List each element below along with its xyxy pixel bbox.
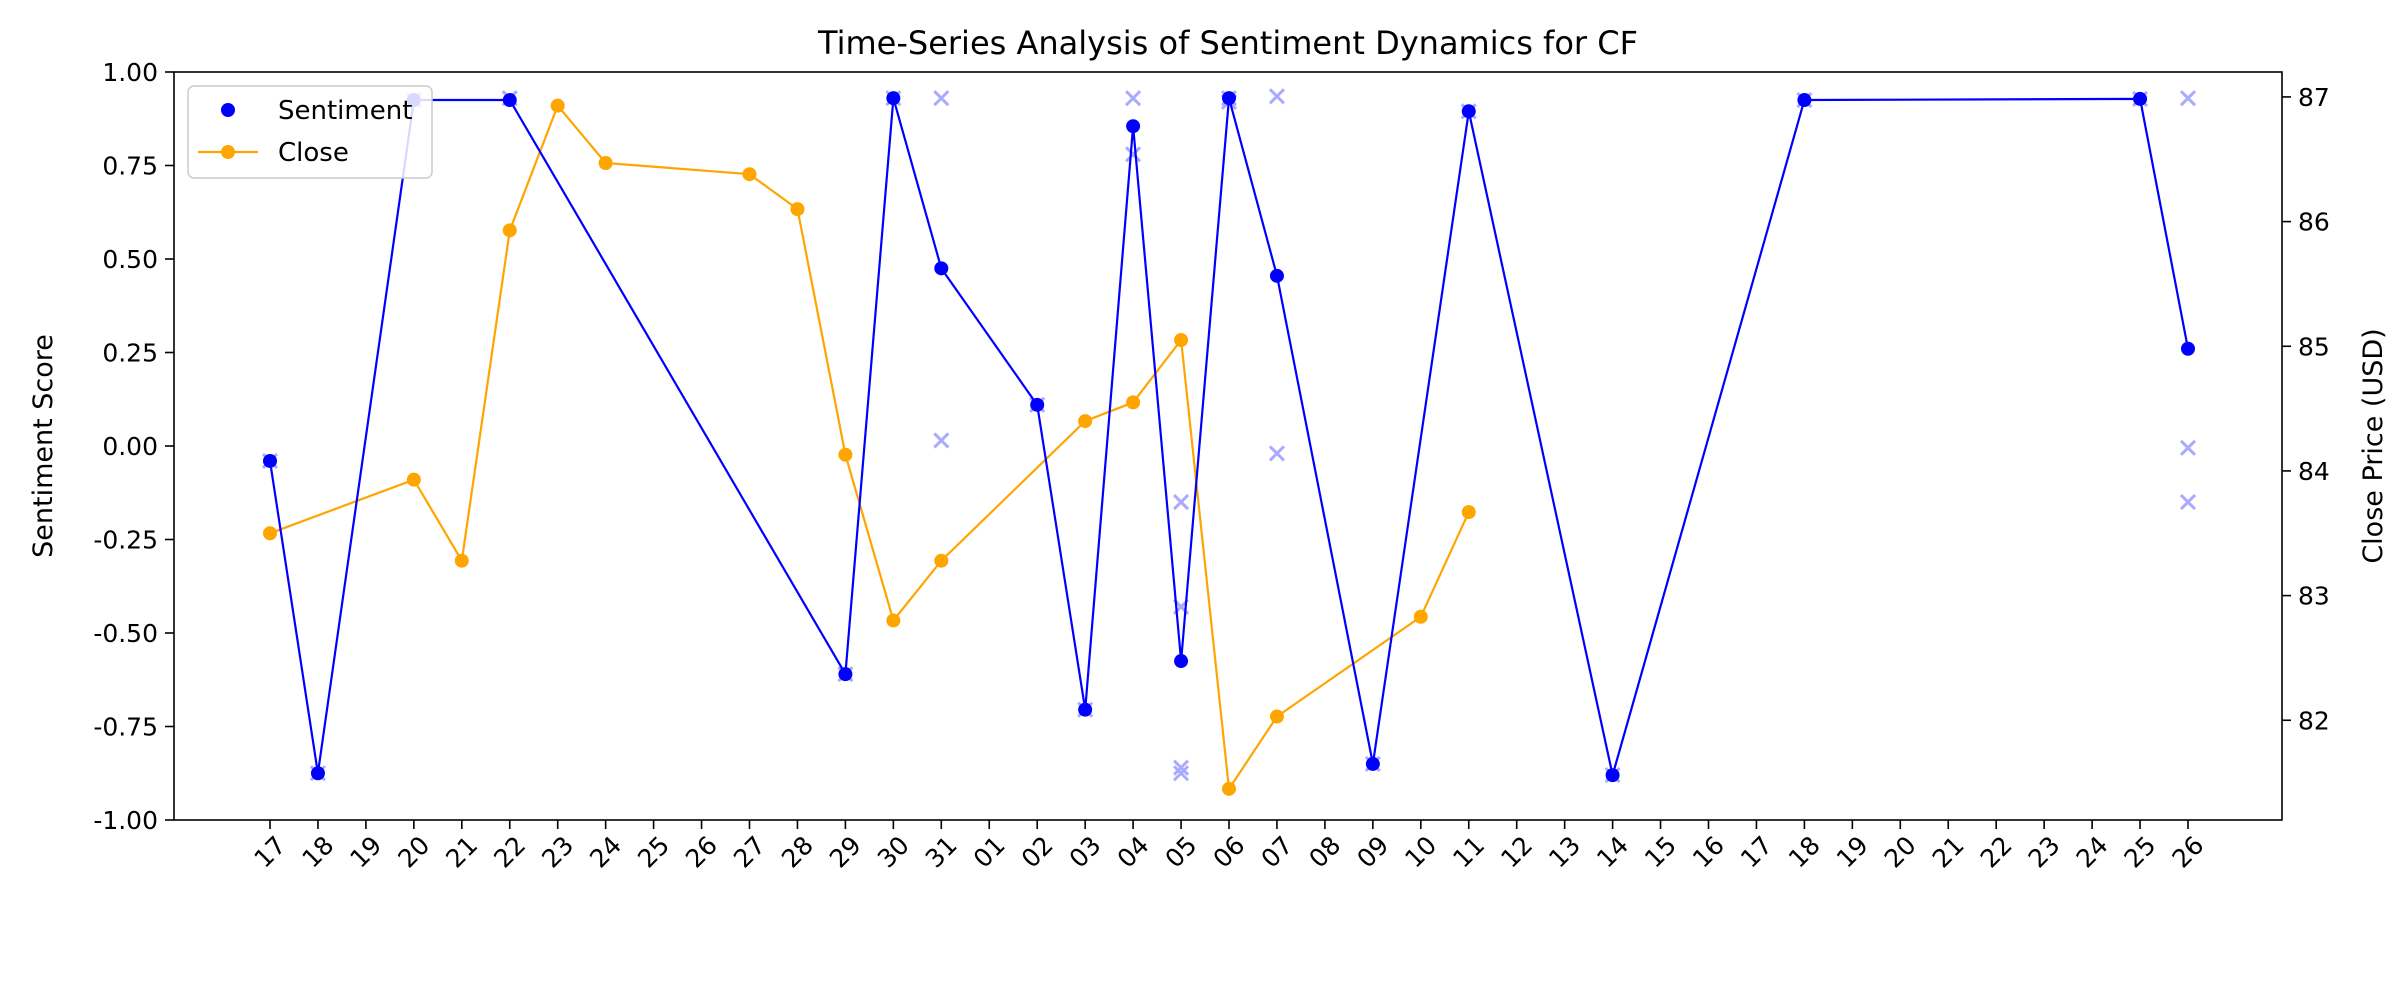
y-tick-label: 0.25 [102, 339, 158, 368]
sentiment-scatter-point [933, 432, 950, 449]
sentiment-point [1365, 756, 1380, 771]
sentiment-point [1605, 768, 1620, 783]
y2-tick-label: 87 [2298, 83, 2330, 112]
close-point [406, 472, 421, 487]
legend-box [187, 85, 433, 179]
legend-close-label: Close [278, 138, 349, 168]
y-tick-label: -1.00 [93, 806, 158, 835]
sentiment-scatter-point [1125, 146, 1142, 163]
scatter-x-stroke [1268, 445, 1286, 462]
close-point [1078, 414, 1093, 429]
legend: Sentiment Close [187, 85, 433, 179]
y-axis-label: Sentiment Score [28, 334, 59, 558]
scatter-x-stroke [1172, 494, 1190, 511]
sentiment-scatter-point [2179, 90, 2197, 107]
y-tick-label: -0.75 [93, 713, 158, 742]
scatter-x-stroke [1125, 146, 1142, 163]
sentiment-scatter-point [1268, 445, 1286, 462]
scatter-x-stroke [1172, 765, 1190, 782]
sentiment-point [1461, 104, 1476, 119]
scatter-x-stroke [1125, 90, 1142, 107]
close-point [263, 526, 277, 541]
sentiment-point [838, 667, 853, 682]
close-point [838, 447, 853, 462]
y2-tick-label: 84 [2298, 457, 2330, 486]
scatter-x-stroke [933, 90, 950, 107]
close-line [269, 103, 1470, 792]
scatter-x-stroke [2179, 439, 2197, 456]
legend-close-marker [221, 145, 235, 159]
close-point [1413, 609, 1428, 624]
sentiment-point [886, 91, 901, 106]
close-point [550, 98, 565, 113]
sentiment-scatter-point [1268, 88, 1286, 105]
close-point [1269, 709, 1284, 724]
sentiment-scatter-point [2179, 439, 2197, 456]
scatter-x-stroke [2179, 90, 2197, 107]
legend-sentiment-label: Sentiment [278, 96, 412, 126]
sentiment-point [310, 766, 325, 781]
close-point [598, 156, 613, 171]
y2-tick-label: 82 [2298, 706, 2330, 735]
sentiment-point [2181, 341, 2195, 356]
close-point [1126, 395, 1141, 410]
sentiment-scatter-point [1172, 759, 1190, 776]
close-point [502, 223, 517, 238]
close-point [934, 553, 949, 568]
y-tick-label: -0.25 [93, 526, 158, 555]
sentiment-point [1078, 702, 1093, 717]
sentiment-scatter-point [1172, 765, 1190, 782]
close-point [1222, 781, 1236, 796]
sentiment-point [1174, 654, 1189, 669]
sentiment-scatter-point [1125, 90, 1142, 107]
sentiment-point [1222, 91, 1236, 106]
scatter-x-stroke [1268, 88, 1286, 105]
scatter-x-stroke [933, 432, 950, 449]
sentiment-scatter-point [1172, 494, 1190, 511]
sentiment-point [1269, 268, 1284, 283]
sentiment-point [1030, 397, 1045, 412]
sentiment-point [934, 261, 949, 276]
y2-tick-label: 85 [2298, 332, 2330, 361]
y-tick-label: -0.50 [93, 619, 158, 648]
sentiment-scatter-point [933, 90, 950, 107]
sentiment-point [502, 93, 517, 108]
y-tick-label: 0.75 [102, 152, 158, 181]
legend-sentiment-marker [221, 103, 235, 117]
sentiment-point [1126, 119, 1141, 134]
y-tick-label: 0.00 [102, 432, 158, 461]
y2-axis-label: Close Price (USD) [2358, 328, 2389, 563]
close-point [1174, 333, 1189, 348]
sentiment-point [2133, 91, 2148, 106]
y2-tick-label: 86 [2298, 208, 2330, 237]
scatter-x-stroke [2179, 494, 2197, 511]
y-tick-label: 0.50 [102, 245, 158, 274]
scatter-x-stroke [1172, 759, 1190, 776]
y-tick-label: 1.00 [102, 58, 158, 87]
y2-tick-label: 83 [2298, 582, 2330, 611]
close-point [1461, 505, 1476, 520]
close-point [790, 202, 805, 217]
sentiment-point [1797, 93, 1812, 108]
close-point [742, 167, 757, 182]
close-point [886, 613, 901, 628]
sentiment-point [263, 453, 277, 468]
close-point [454, 553, 469, 568]
sentiment-scatter-point [2179, 494, 2197, 511]
chart-title: Time-Series Analysis of Sentiment Dynami… [817, 24, 1638, 62]
